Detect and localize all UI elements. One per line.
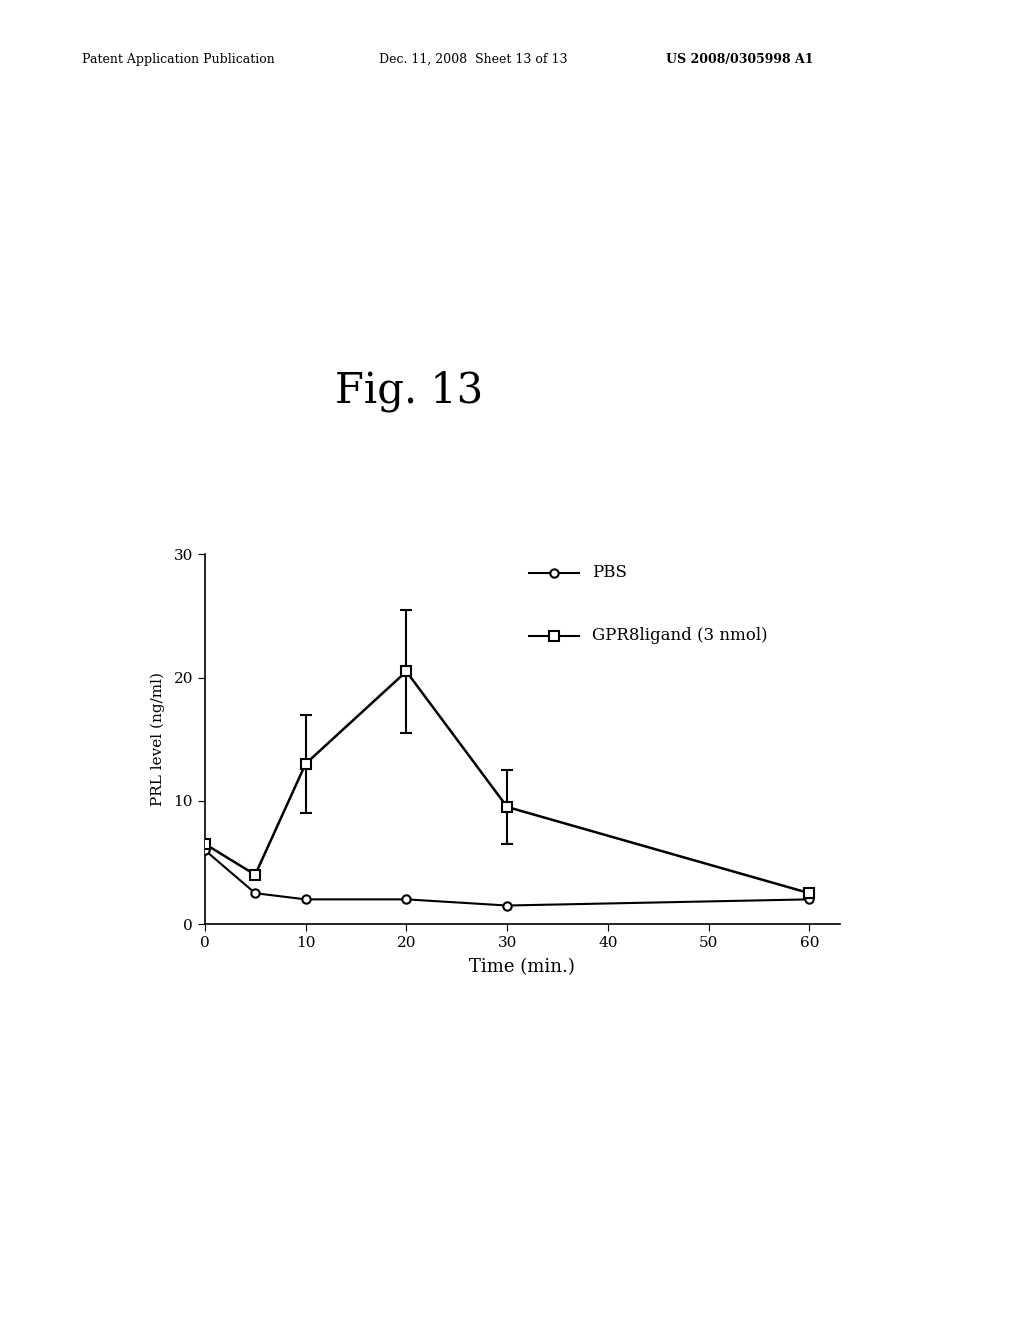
- Text: Fig. 13: Fig. 13: [336, 370, 483, 412]
- Text: US 2008/0305998 A1: US 2008/0305998 A1: [666, 53, 813, 66]
- X-axis label: Time (min.): Time (min.): [469, 958, 575, 975]
- Y-axis label: PRL level (ng/ml): PRL level (ng/ml): [151, 672, 165, 807]
- Text: Patent Application Publication: Patent Application Publication: [82, 53, 274, 66]
- Text: PBS: PBS: [592, 565, 627, 581]
- Text: GPR8ligand (3 nmol): GPR8ligand (3 nmol): [592, 627, 768, 644]
- Text: Dec. 11, 2008  Sheet 13 of 13: Dec. 11, 2008 Sheet 13 of 13: [379, 53, 567, 66]
